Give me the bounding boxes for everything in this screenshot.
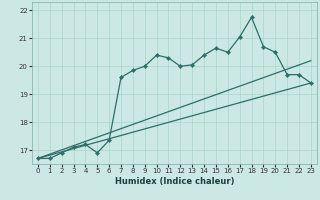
X-axis label: Humidex (Indice chaleur): Humidex (Indice chaleur) (115, 177, 234, 186)
